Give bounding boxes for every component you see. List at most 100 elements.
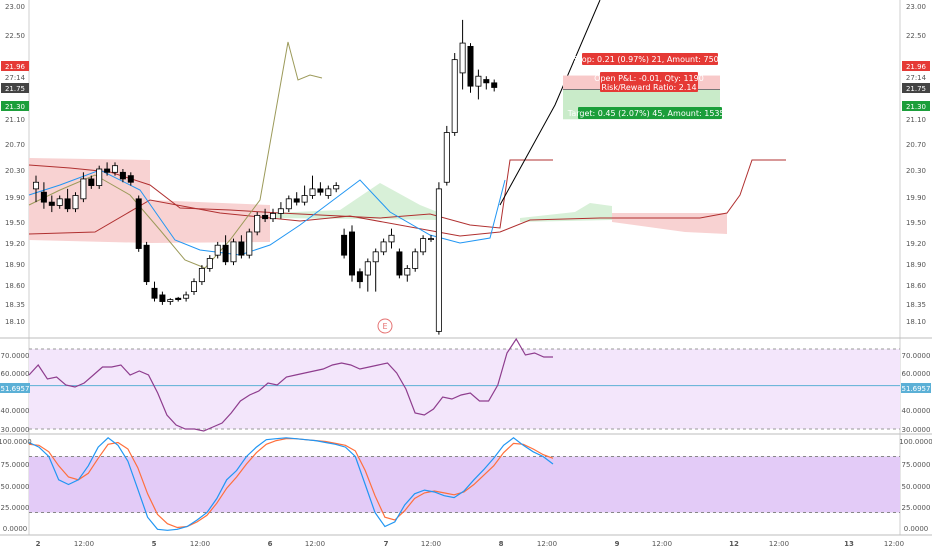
candle-body bbox=[317, 188, 324, 193]
candle-body bbox=[72, 195, 79, 210]
rsi-tick-right: 60.0000 bbox=[902, 370, 931, 378]
rsi-tick-right: 70.0000 bbox=[902, 352, 931, 360]
candle-body bbox=[435, 188, 442, 332]
stoch-tick-right: 50.0000 bbox=[902, 483, 931, 491]
candle-body bbox=[293, 198, 300, 203]
stoch-k-line bbox=[28, 437, 554, 531]
price-tick-left: 21.10 bbox=[5, 116, 25, 124]
candle-body bbox=[135, 198, 142, 249]
rsi-tick-left: 60.0000 bbox=[1, 370, 30, 378]
candle-body bbox=[143, 244, 150, 283]
price-tick-left: 19.90 bbox=[5, 194, 25, 202]
chikou-line bbox=[28, 41, 323, 269]
price-tick-left: 21.96 bbox=[5, 63, 26, 71]
rsi-pane[interactable] bbox=[28, 337, 900, 432]
time-tick: 12 bbox=[729, 540, 739, 548]
price-tick-left: 18.10 bbox=[5, 318, 25, 326]
candle-body bbox=[222, 244, 229, 263]
candle-body bbox=[467, 45, 474, 87]
stop-label: Stop: 0.21 (0.97%) 21, Amount: 750.1 bbox=[574, 55, 727, 64]
price-label-bg-right bbox=[902, 83, 930, 93]
rsi-tick-left: 51.6957 bbox=[1, 385, 30, 393]
candle-body bbox=[277, 208, 284, 214]
price-tick-left: 20.70 bbox=[5, 141, 25, 149]
candle-body bbox=[372, 251, 379, 263]
price-tick-right: 27:14 bbox=[906, 74, 927, 82]
candle-body bbox=[206, 258, 213, 269]
candle-body bbox=[420, 238, 427, 253]
candle-body bbox=[333, 185, 340, 190]
price-label-bg-left bbox=[1, 61, 29, 71]
kijun-line bbox=[28, 159, 553, 229]
stochastic-pane[interactable] bbox=[28, 437, 900, 531]
candle-body bbox=[459, 42, 466, 74]
price-tick-right: 21.75 bbox=[906, 85, 926, 93]
candle-body bbox=[348, 231, 355, 276]
candle-body bbox=[56, 198, 63, 206]
rsi-line bbox=[28, 337, 553, 432]
stop-label-bg bbox=[582, 53, 718, 65]
candle-body bbox=[175, 297, 182, 300]
time-axis[interactable]: 2 12:00 5 12:00 6 12:00 7 12:00 8 12:00 9 12:00 12 12… bbox=[36, 540, 905, 548]
target-label-bg bbox=[578, 107, 722, 119]
candle-body bbox=[388, 234, 395, 243]
price-tick-left: 21.75 bbox=[5, 85, 25, 93]
time-tick: 12:00 bbox=[190, 540, 210, 548]
price-tick-right: 19.90 bbox=[906, 194, 926, 202]
candle-body bbox=[254, 214, 261, 233]
candle-body bbox=[269, 213, 276, 220]
candle-body bbox=[48, 201, 55, 206]
candle-body bbox=[301, 195, 308, 203]
rsi-tick-left: 40.0000 bbox=[1, 407, 30, 415]
time-tick: 2 bbox=[36, 540, 41, 548]
ichimoku-lines bbox=[28, 0, 786, 269]
price-tick-left: 18.60 bbox=[5, 282, 25, 290]
cloud-green-1 bbox=[272, 183, 440, 220]
candle-body bbox=[309, 188, 316, 196]
candle-body bbox=[96, 168, 103, 186]
cloud-green-2 bbox=[520, 203, 612, 222]
earnings-marker[interactable] bbox=[377, 318, 393, 334]
price-label-bg-left bbox=[1, 101, 29, 111]
rsi-band bbox=[29, 349, 900, 429]
rsi-tick-right: 40.0000 bbox=[902, 407, 931, 415]
time-tick: 12:00 bbox=[769, 540, 789, 548]
rsi-tick-right: 51.6957 bbox=[902, 385, 931, 393]
candle-body bbox=[364, 261, 371, 276]
candle-body bbox=[285, 198, 292, 210]
price-tick-left: 18.90 bbox=[5, 261, 25, 269]
stoch-band bbox=[29, 456, 900, 513]
candle-body bbox=[104, 168, 111, 173]
time-tick: 9 bbox=[615, 540, 620, 548]
stoch-tick-left: 100.0000 bbox=[0, 438, 32, 446]
candle-body bbox=[427, 238, 434, 240]
trendline bbox=[499, 0, 601, 206]
price-tick-right: 18.35 bbox=[906, 301, 926, 309]
risk-reward-label: Risk/Reward Ratio: 2.14 bbox=[601, 83, 696, 92]
price-tick-right: 21.96 bbox=[906, 63, 927, 71]
candle-body bbox=[64, 198, 71, 210]
stoch-tick-left: 50.0000 bbox=[1, 483, 30, 491]
time-tick: 12:00 bbox=[884, 540, 904, 548]
price-label-bg-left bbox=[1, 83, 29, 93]
price-tick-right: 20.30 bbox=[906, 167, 926, 175]
price-tick-right: 20.70 bbox=[906, 141, 926, 149]
price-tick-left: 22.50 bbox=[5, 32, 25, 40]
rsi-value-bg-right bbox=[901, 383, 931, 393]
candles bbox=[33, 19, 498, 335]
stoch-tick-right: 0.0000 bbox=[904, 525, 929, 533]
stoch-tick-right: 75.0000 bbox=[902, 461, 931, 469]
price-axis[interactable]: 23.00 23.00 22.50 22.50 21.96 21.96 27:14 27:14… bbox=[0, 3, 932, 533]
candle-body bbox=[238, 241, 245, 256]
stoch-tick-left: 25.0000 bbox=[1, 504, 30, 512]
price-tick-right: 18.60 bbox=[906, 282, 926, 290]
price-tick-right: 18.10 bbox=[906, 318, 926, 326]
price-tick-left: 21.30 bbox=[5, 103, 25, 111]
price-tick-left: 27:14 bbox=[5, 74, 26, 82]
price-tick-right: 23.00 bbox=[906, 3, 926, 11]
price-tick-left: 19.50 bbox=[5, 219, 25, 227]
candle-body bbox=[127, 175, 134, 183]
candle-body bbox=[88, 178, 95, 186]
rsi-tick-left: 70.0000 bbox=[1, 352, 30, 360]
